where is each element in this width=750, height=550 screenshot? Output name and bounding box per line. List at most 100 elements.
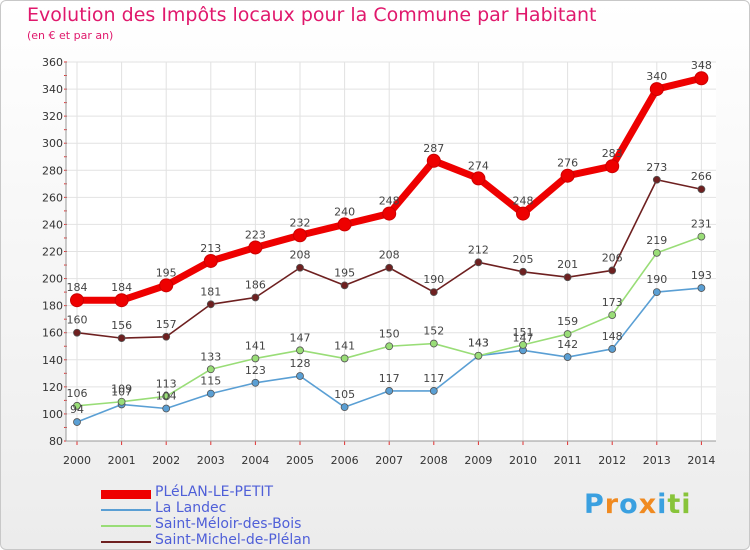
- data-point: [474, 258, 483, 267]
- data-point: [652, 248, 661, 257]
- legend-label: PLéLAN-LE-PETIT: [155, 484, 274, 500]
- data-label: 141: [334, 339, 355, 352]
- data-point: [340, 403, 349, 412]
- data-label: 156: [111, 319, 132, 332]
- data-point: [73, 401, 81, 410]
- data-label: 184: [111, 281, 132, 294]
- data-point: [694, 71, 709, 86]
- x-tick-label: 2011: [554, 454, 582, 467]
- data-point: [337, 217, 352, 232]
- data-label: 106: [67, 387, 88, 400]
- y-tick-label: 180: [42, 300, 63, 313]
- data-label: 248: [379, 195, 400, 208]
- logo-letter: x: [638, 489, 658, 520]
- data-label: 115: [200, 375, 221, 388]
- data-label: 143: [468, 337, 489, 350]
- data-label: 193: [691, 269, 712, 282]
- data-point: [251, 378, 260, 387]
- data-label: 147: [513, 331, 534, 344]
- data-point: [429, 387, 438, 395]
- y-tick-label: 320: [42, 110, 63, 123]
- data-label: 231: [691, 218, 712, 231]
- data-label: 195: [334, 266, 355, 279]
- data-point: [296, 263, 304, 272]
- y-tick-label: 340: [42, 83, 63, 96]
- data-point: [73, 418, 81, 426]
- data-point: [605, 159, 620, 174]
- data-label: 141: [245, 339, 266, 352]
- data-label: 208: [290, 249, 311, 262]
- data-label: 173: [602, 296, 623, 309]
- y-tick-label: 200: [42, 273, 63, 286]
- data-point: [471, 171, 486, 186]
- y-tick-label: 160: [42, 327, 63, 340]
- data-label: 195: [156, 266, 177, 279]
- data-label: 113: [156, 377, 177, 390]
- x-tick-label: 2013: [643, 454, 671, 467]
- data-label: 150: [379, 327, 400, 340]
- data-point: [117, 334, 126, 343]
- data-label: 248: [513, 195, 534, 208]
- data-point: [162, 392, 171, 401]
- y-tick-label: 220: [42, 246, 63, 259]
- data-label: 274: [468, 159, 489, 172]
- data-label: 348: [691, 59, 712, 72]
- data-label: 184: [67, 281, 88, 294]
- data-label: 128: [290, 357, 311, 370]
- data-label: 283: [602, 147, 623, 160]
- y-tick-label: 360: [42, 56, 63, 69]
- data-point: [340, 354, 349, 363]
- chart-title: Evolution des Impôts locaux pour la Comm…: [27, 4, 597, 26]
- data-label: 117: [423, 372, 444, 385]
- x-tick-label: 2007: [375, 454, 403, 467]
- data-point: [697, 185, 706, 194]
- data-label: 147: [290, 331, 311, 344]
- data-point: [426, 153, 441, 168]
- data-label: 190: [646, 273, 667, 286]
- data-label: 287: [423, 142, 444, 155]
- data-point: [429, 288, 438, 297]
- x-tick-label: 2008: [420, 454, 448, 467]
- data-label: 340: [646, 70, 667, 83]
- x-tick-label: 2014: [687, 454, 715, 467]
- data-point: [385, 263, 394, 272]
- data-point: [114, 293, 129, 308]
- y-tick-label: 240: [42, 218, 63, 231]
- x-tick-label: 2002: [152, 454, 180, 467]
- data-point: [563, 330, 572, 338]
- data-point: [293, 228, 307, 243]
- data-point: [385, 387, 394, 395]
- data-point: [206, 389, 215, 398]
- data-point: [649, 82, 664, 97]
- data-point: [652, 175, 661, 184]
- data-point: [203, 253, 218, 268]
- data-label: 151: [513, 326, 534, 339]
- y-tick-label: 300: [42, 137, 63, 150]
- data-label: 160: [67, 314, 88, 327]
- data-label: 143: [468, 337, 489, 350]
- data-point: [159, 278, 174, 293]
- data-label: 109: [111, 383, 132, 396]
- legend-swatch: [101, 509, 151, 511]
- data-label: 208: [379, 249, 400, 262]
- data-label: 94: [70, 403, 84, 416]
- data-point: [340, 281, 349, 290]
- legend-label: La Landec: [155, 500, 227, 516]
- data-point: [248, 240, 263, 255]
- data-label: 104: [156, 390, 177, 403]
- data-point: [251, 293, 260, 302]
- x-tick-label: 2006: [331, 454, 359, 467]
- x-tick-label: 2003: [197, 454, 225, 467]
- data-point: [251, 354, 260, 363]
- data-point: [519, 267, 527, 276]
- y-tick-label: 80: [49, 435, 63, 448]
- logo-letter: i: [657, 489, 668, 520]
- data-point: [608, 345, 617, 353]
- y-tick-label: 120: [42, 381, 63, 394]
- data-point: [70, 293, 84, 308]
- data-label: 223: [245, 228, 266, 241]
- data-point: [382, 206, 397, 221]
- data-point: [296, 346, 304, 355]
